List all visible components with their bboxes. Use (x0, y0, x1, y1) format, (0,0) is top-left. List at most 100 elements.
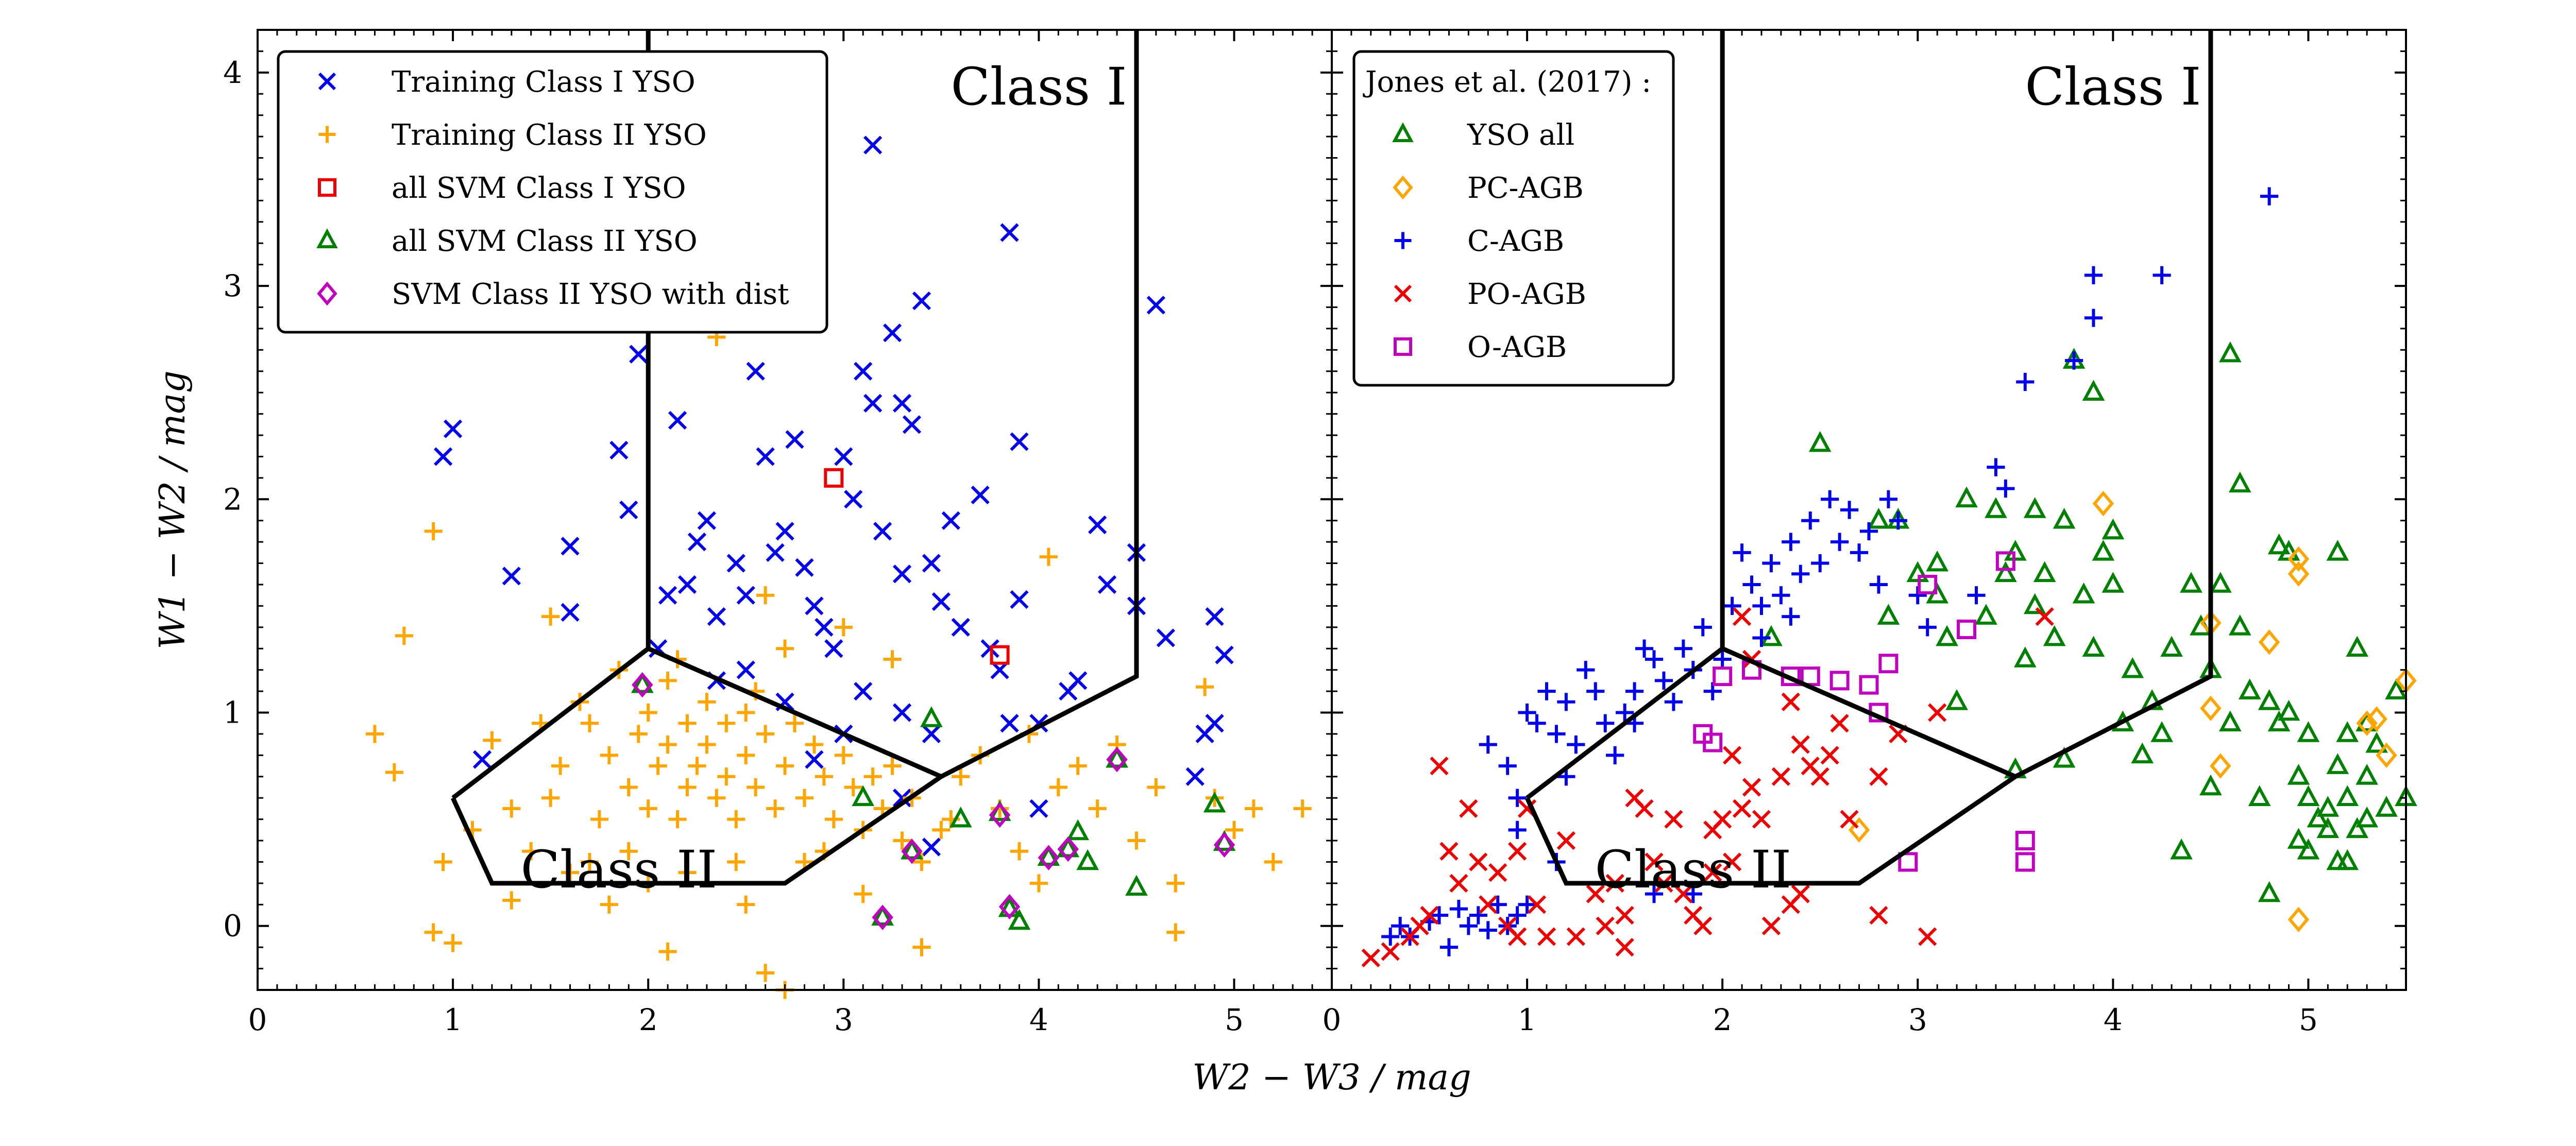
data-point (1831, 533, 1849, 551)
data-point (590, 810, 609, 829)
data-point (1889, 511, 1907, 530)
data-point (737, 703, 755, 722)
legend-label: YSO all (1467, 118, 1574, 152)
data-point (2015, 852, 2035, 872)
data-point (1449, 900, 1468, 918)
data-point (2297, 721, 2320, 742)
data-point (1791, 735, 1810, 754)
data-point (2102, 518, 2125, 540)
data-point (483, 731, 501, 749)
data-point (1361, 948, 1380, 967)
data-point (1761, 916, 1781, 935)
data-point (502, 799, 521, 818)
legend-label: all SVM Class I YSO (392, 172, 686, 205)
data-point (1244, 799, 1263, 818)
x-tick-label: 3 (1908, 1002, 1927, 1037)
data-point (658, 671, 677, 690)
data-point (1859, 522, 1878, 541)
data-point (1459, 917, 1478, 935)
data-point (1586, 884, 1605, 903)
data-point (824, 810, 843, 829)
data-point (2053, 507, 2076, 529)
data-point (668, 410, 687, 430)
data-point (2023, 593, 2046, 614)
data-point (1801, 511, 1820, 530)
data-point (1069, 757, 1087, 775)
legend-marker (316, 228, 338, 248)
data-point (2248, 785, 2271, 806)
data-point (502, 891, 521, 910)
data-point (1508, 927, 1527, 946)
data-point (2356, 710, 2378, 736)
data-point (639, 703, 657, 722)
data-point (1381, 942, 1400, 961)
data-point (1771, 767, 1791, 786)
data-point (2082, 636, 2105, 657)
data-point (1166, 923, 1185, 942)
data-point (893, 831, 911, 850)
right-legend: Jones et al. (2017) : YSO all PC-AGB C-AGB P… (1352, 50, 1675, 387)
data-point (1664, 810, 1683, 829)
data-point (2238, 678, 2261, 699)
left-panel: 0 1 2 3 4 5 0 1 2 3 4 Class I Class II Training Cl… (223, 29, 1333, 1037)
data-point (1674, 884, 1693, 903)
data-point (2366, 706, 2387, 732)
data-point (2287, 764, 2310, 785)
data-point (854, 362, 873, 381)
x-tick-label: 1 (1518, 1002, 1537, 1037)
data-point (1057, 836, 1079, 862)
data-point (2209, 572, 2232, 593)
data-point (2150, 721, 2173, 742)
data-point (844, 778, 862, 797)
y-tick-label: 4 (223, 55, 242, 90)
data-point (1625, 682, 1644, 700)
data-point (678, 714, 697, 732)
data-point (1439, 842, 1459, 861)
data-point (892, 394, 912, 413)
data-point (1635, 639, 1654, 658)
data-point (1820, 746, 1839, 765)
legend-box (277, 50, 828, 334)
data-point (631, 672, 654, 693)
data-point (1459, 799, 1478, 818)
data-point (1420, 905, 1439, 925)
data-point (1430, 756, 1449, 776)
data-point (1782, 533, 1800, 551)
data-point (2355, 764, 2379, 785)
right-series-po-agb (1361, 607, 2054, 967)
x-tick-label: 5 (1225, 1002, 1244, 1037)
data-point (1049, 778, 1067, 797)
data-point (1869, 905, 1888, 925)
data-point (1926, 550, 1949, 572)
legend-marker (1394, 284, 1412, 303)
data-point (1684, 885, 1702, 903)
legend-title: Jones et al. (2017) : (1363, 65, 1651, 99)
data-point (434, 852, 452, 871)
data-point (443, 419, 463, 438)
data-point (1945, 689, 1968, 710)
data-point (1616, 703, 1634, 722)
right-series-yso-all (1760, 341, 2417, 902)
data-point (1430, 906, 1449, 925)
data-point (1975, 604, 1997, 625)
data-point (775, 639, 794, 658)
data-point (1703, 732, 1723, 752)
right-class-ii-label: Class II (1595, 840, 1792, 900)
data-point (902, 415, 922, 434)
data-point (609, 440, 629, 460)
data-point (901, 839, 923, 864)
right-scatter-points (1361, 187, 2417, 967)
data-point (1508, 789, 1527, 807)
right-series-pc-agb (1848, 490, 2417, 932)
data-point (2033, 561, 2056, 583)
data-point (688, 757, 706, 775)
data-point (1213, 832, 1235, 858)
data-point (883, 650, 902, 669)
data-point (2072, 582, 2095, 604)
data-point (1877, 604, 1900, 625)
data-point (717, 714, 736, 732)
data-point (2326, 753, 2349, 774)
legend-label: O-AGB (1467, 331, 1567, 364)
data-point (901, 839, 923, 860)
